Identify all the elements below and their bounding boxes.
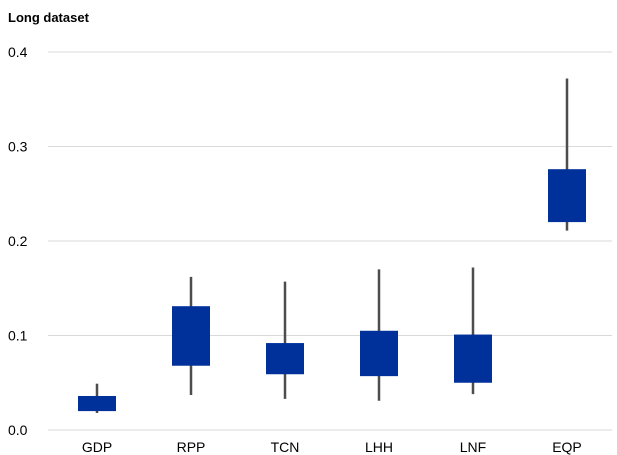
whiskers <box>95 78 569 413</box>
box-eqp <box>548 169 586 223</box>
box-lnf <box>454 334 492 383</box>
box-rpp <box>172 306 210 366</box>
y-axis-ticks: 0.0 0.1 0.2 0.3 0.4 <box>8 44 28 438</box>
box-tcn <box>266 343 304 375</box>
grid-lines <box>48 51 612 431</box>
boxes <box>78 169 586 412</box>
y-tick-label: 0.3 <box>8 139 28 155</box>
x-tick-label: EQP <box>552 439 582 455</box>
x-tick-label: RPP <box>177 439 206 455</box>
y-tick-label: 0.2 <box>8 233 28 249</box>
chart-title: Long dataset <box>8 10 89 25</box>
x-axis-ticks: GDP RPP TCN LHH LNF EQP <box>82 439 582 455</box>
box-gdp <box>78 395 116 412</box>
x-tick-label: LNF <box>460 439 486 455</box>
box-lhh <box>360 330 398 377</box>
x-tick-label: GDP <box>82 439 112 455</box>
x-tick-label: TCN <box>271 439 300 455</box>
x-tick-label: LHH <box>365 439 393 455</box>
y-tick-label: 0.4 <box>8 44 28 60</box>
y-tick-label: 0.0 <box>8 422 28 438</box>
y-tick-label: 0.1 <box>8 328 28 344</box>
